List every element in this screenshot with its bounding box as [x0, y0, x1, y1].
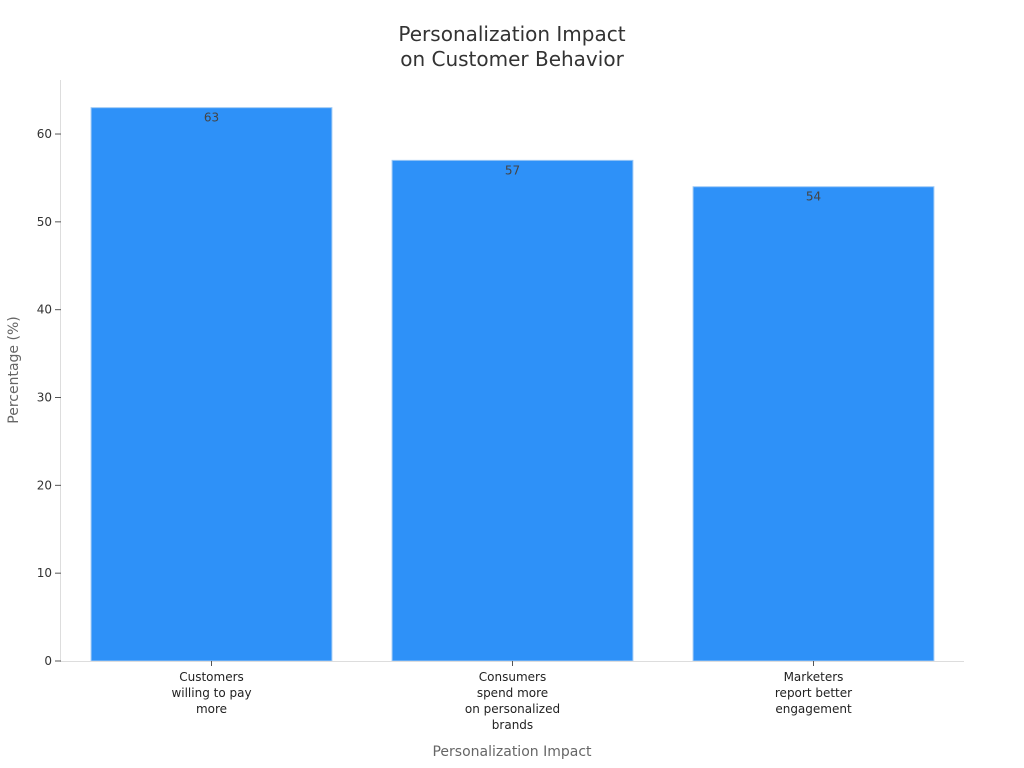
y-tick-label: 50 — [37, 215, 52, 229]
bar-value-label: 54 — [806, 190, 821, 204]
x-category-labels: Customers willing to pay more Consumers spen… — [171, 661, 852, 732]
x-category-label-line: spend more — [477, 686, 548, 700]
y-tick-label: 0 — [44, 654, 52, 668]
x-category-label-line: report better — [775, 686, 852, 700]
data-labels: 63 57 54 — [204, 111, 821, 204]
y-axis-title: Percentage (%) — [6, 316, 22, 423]
x-category-label-line: brands — [492, 718, 533, 732]
y-ticks: 0 10 20 30 40 50 60 — [37, 127, 61, 668]
x-category-label-line: Marketers — [784, 670, 844, 684]
y-tick-label: 40 — [37, 303, 52, 317]
bar — [90, 107, 333, 662]
bar — [391, 159, 634, 662]
x-category-label-line: willing to pay — [171, 686, 251, 700]
y-tick-label: 10 — [37, 566, 52, 580]
y-tick-label: 20 — [37, 478, 52, 492]
x-category-label-line: more — [196, 702, 227, 716]
y-tick-label: 30 — [37, 391, 52, 405]
x-category-label-line: Consumers — [479, 670, 546, 684]
bar-value-label: 57 — [505, 163, 520, 177]
bars-layer — [90, 107, 935, 662]
x-category-label-line: Customers — [179, 670, 244, 684]
chart-title-line-1: Personalization Impact — [398, 22, 625, 46]
x-category-label-line: engagement — [775, 702, 852, 716]
chart-title-line-2: on Customer Behavior — [400, 47, 624, 71]
x-axis-title: Personalization Impact — [432, 744, 592, 760]
x-category-label-line: on personalized — [465, 702, 560, 716]
y-tick-label: 60 — [37, 127, 52, 141]
bar-value-label: 63 — [204, 111, 219, 125]
bar — [692, 186, 935, 662]
